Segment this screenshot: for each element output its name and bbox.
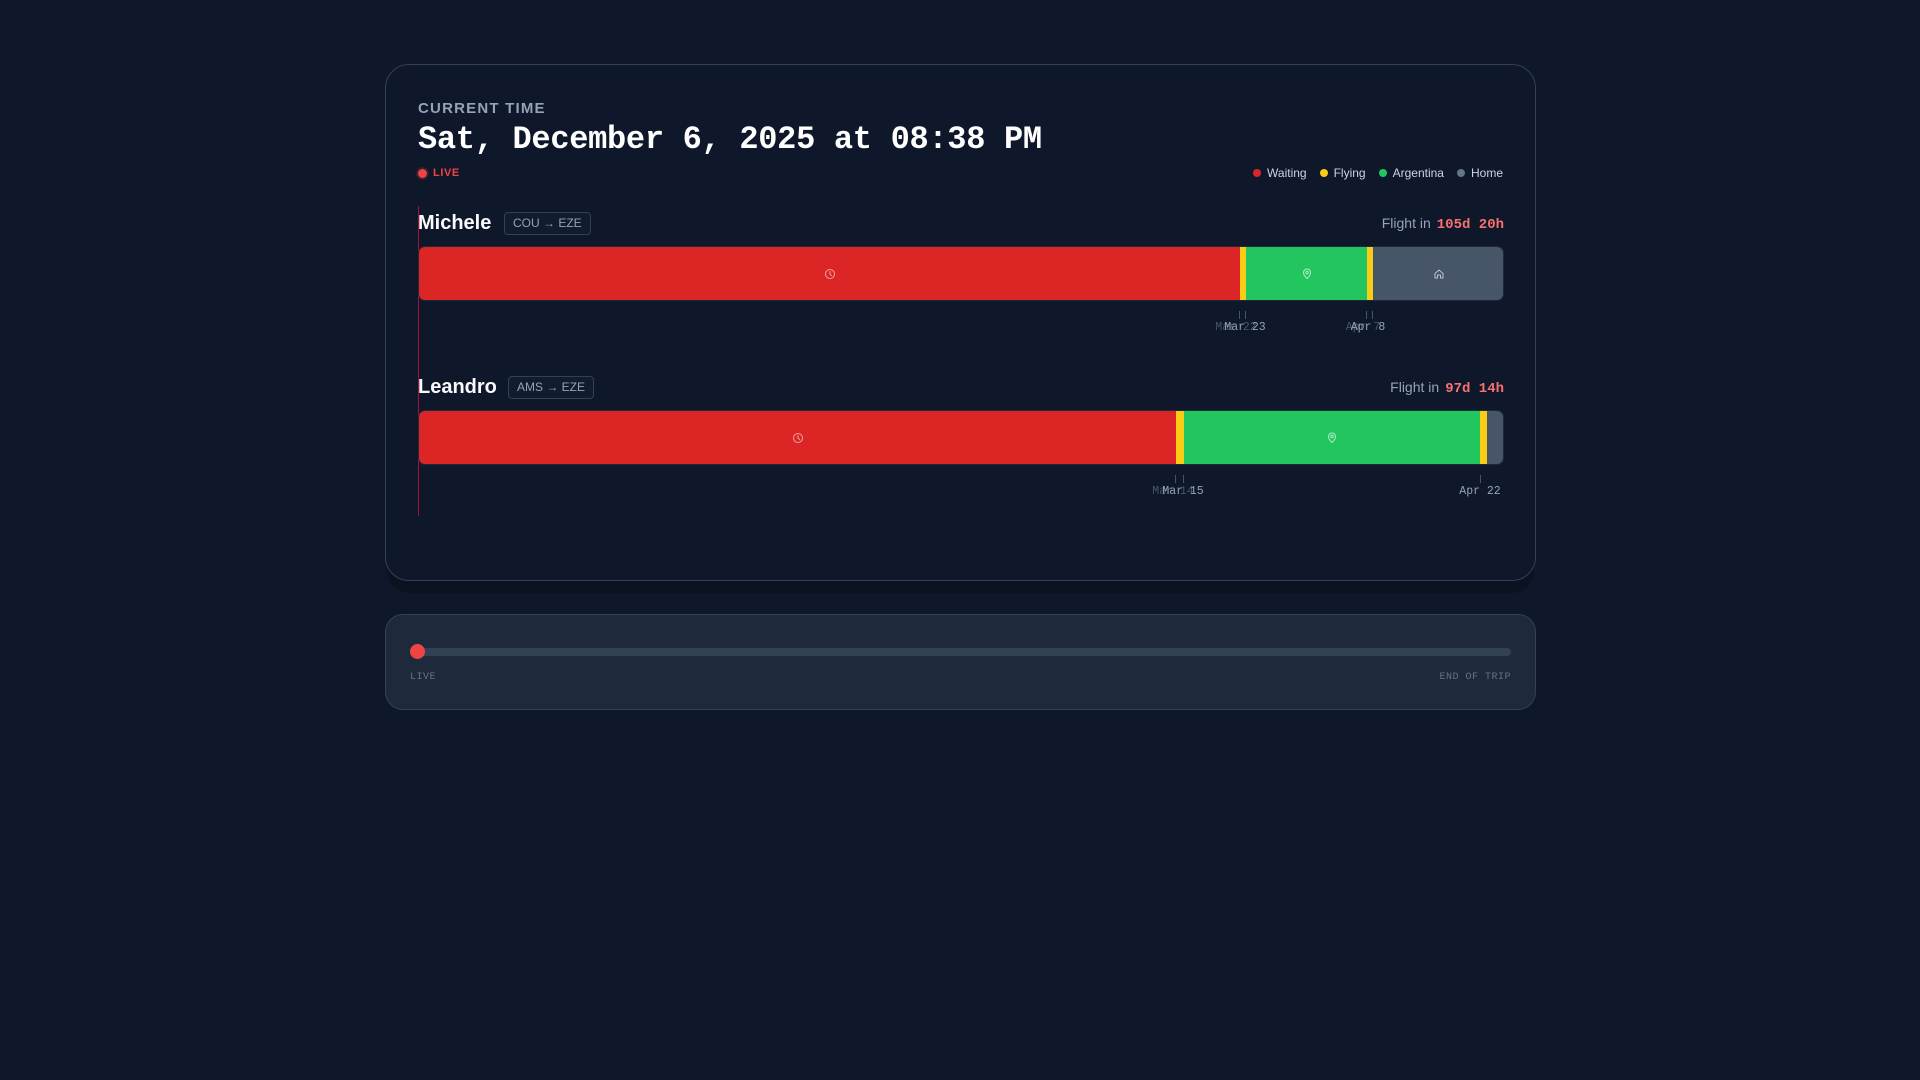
legend-item-waiting: Waiting [1253,166,1307,180]
tick-label: Apr 8 [1350,321,1386,334]
live-label: LIVE [433,167,460,179]
segment-argentina[interactable] [1246,247,1367,300]
route-badge: AMS → EZE [508,376,595,399]
legend-label: Home [1470,166,1503,180]
date-ticks: Mar 14 Mar 15 Apr 22 [418,465,1504,505]
legend-item-flying: Flying [1319,166,1366,180]
time-slider-track[interactable] [410,648,1511,656]
legend-dot-icon [1456,169,1465,177]
tick-mark [1366,311,1367,319]
legend-label: Argentina [1392,166,1444,180]
tick-mark [1183,475,1184,483]
countdown-value: 105d 20h [1436,217,1504,233]
legend: Waiting Flying Argentina Home [1253,166,1503,180]
tick-label: Apr 22 [1459,485,1501,498]
segment-argentina[interactable] [1184,411,1480,464]
time-slider-thumb[interactable] [410,644,425,659]
tick-mark [1239,311,1240,319]
traveler-row-leandro: Leandro AMS → EZE Flight in 97d 14h Mar 1… [418,370,1504,505]
legend-label: Waiting [1267,166,1307,180]
traveler-name: Leandro [418,376,497,398]
time-scrubber-panel: LIVE END OF TRIP [385,614,1536,710]
tick-label: Mar 23 [1224,321,1266,334]
segment-flying[interactable] [1480,411,1487,464]
home-icon [1434,269,1444,278]
legend-dot-icon [1253,169,1262,177]
flight-countdown: Flight in 105d 20h [1382,215,1504,233]
clock-icon [824,268,835,279]
legend-item-home: Home [1456,166,1503,180]
route-badge: COU → EZE [504,212,591,235]
tick-label: Mar 14 [1152,485,1194,498]
segment-home[interactable] [1373,247,1503,300]
countdown-label: Flight in [1390,379,1440,395]
traveler-row-michele: Michele COU → EZE Flight in 105d 20h [418,206,1504,341]
map-pin-icon [1302,268,1311,279]
tick-mark [1245,311,1246,319]
slider-start-label: LIVE [410,672,437,683]
timeline-bar [418,246,1504,301]
current-datetime: Sat, December 6, 2025 at 08:38 PM [418,121,1042,158]
countdown-label: Flight in [1381,215,1431,231]
tick-label: Apr 7 [1345,321,1381,334]
tick-mark [1372,311,1373,319]
segment-flying[interactable] [1240,247,1246,300]
live-indicator: LIVE [418,167,460,179]
clock-icon [792,432,803,443]
legend-dot-icon [1319,169,1328,177]
segment-waiting[interactable] [419,247,1240,300]
live-dot-icon [418,168,427,178]
countdown-value: 97d 14h [1445,381,1504,397]
now-marker-line [418,206,419,516]
traveler-name: Michele [418,212,492,234]
flight-countdown: Flight in 97d 14h [1390,379,1504,397]
timeline-bar [418,410,1504,465]
legend-label: Flying [1333,166,1366,180]
tick-label: Mar 22 [1215,321,1257,334]
date-ticks: Mar 22 Mar 23 Apr 7 Apr 8 [418,301,1504,341]
map-pin-icon [1327,432,1337,443]
segment-flying[interactable] [1176,411,1184,464]
tick-mark [1480,475,1481,483]
segment-flying[interactable] [1367,247,1373,300]
legend-dot-icon [1378,169,1387,177]
tick-mark [1175,475,1176,483]
segment-waiting[interactable] [419,411,1176,464]
current-time-label: CURRENT TIME [418,100,546,117]
slider-end-label: END OF TRIP [1439,672,1511,683]
segment-home[interactable] [1487,411,1503,464]
timeline-card: CURRENT TIME Sat, December 6, 2025 at 08… [385,64,1536,581]
legend-item-argentina: Argentina [1378,166,1444,180]
tick-label: Mar 15 [1162,485,1204,498]
